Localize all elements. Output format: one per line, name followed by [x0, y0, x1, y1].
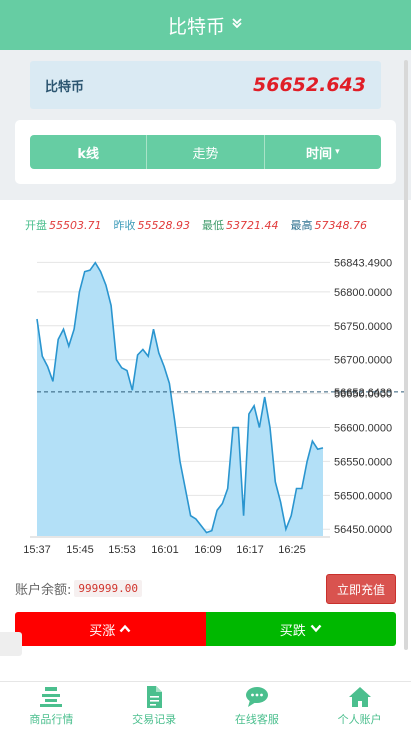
balance-amount: 999999.00 [74, 580, 142, 597]
stat-high: 最高 57348.76 [291, 217, 368, 233]
nav-market-label: 商品行情 [29, 713, 74, 726]
nav-account-label: 个人账户 [337, 713, 382, 726]
page-title[interactable]: 比特币 [167, 15, 225, 38]
x-tick-label: 16:01 [151, 544, 179, 556]
y-tick-label: 56550.0000 [334, 456, 392, 468]
tab-time-label: 时间 [306, 146, 333, 162]
y-tick-label: 56750.0000 [334, 321, 392, 333]
balance-label: 账户余额: [15, 583, 72, 598]
buy-up-label: 买涨 [89, 623, 116, 639]
price-line [36, 261, 324, 534]
account-balance: 账户余额: 999999.00 [15, 579, 142, 598]
buy-down-button[interactable]: 买跌 [205, 612, 396, 646]
side-tab[interactable] [0, 632, 22, 656]
y-tick-label: 56450.0000 [334, 524, 392, 536]
x-tick-label: 15:53 [108, 544, 136, 556]
app-header[interactable]: 比特币 [0, 0, 411, 50]
x-tick-label: 16:17 [236, 544, 264, 556]
market-icon [40, 687, 63, 707]
stat-open-value: 55503.71 [49, 219, 102, 232]
y-tick-label: 56843.4900 [334, 257, 392, 269]
nav-account[interactable]: 个人账户 [308, 682, 411, 731]
x-tick-label: 15:37 [23, 544, 51, 556]
stat-open-label: 开盘 [25, 219, 47, 232]
chevron-down-icon [310, 623, 322, 636]
stat-low-label: 最低 [202, 219, 224, 232]
chart-svg[interactable]: 56843.4900 56800.0000 56750.0000 56700.0000… [0, 245, 411, 560]
x-tick-label: 15:45 [66, 544, 94, 556]
nav-market[interactable]: 商品行情 [0, 682, 103, 731]
document-icon [147, 686, 163, 708]
scrollbar[interactable] [404, 60, 408, 650]
stat-prev-value: 55528.93 [137, 219, 191, 232]
nav-support[interactable]: 在线客服 [206, 682, 309, 731]
buy-down-label: 买跌 [279, 623, 306, 639]
nav-records[interactable]: 交易记录 [103, 682, 206, 731]
tab-kline[interactable]: k线 [30, 135, 148, 169]
y-tick-label: 56600.0000 [334, 423, 392, 435]
buy-up-button[interactable]: 买涨 [15, 612, 206, 646]
chat-icon [245, 687, 268, 707]
stat-open: 开盘 55503.71 [25, 217, 102, 233]
recharge-button[interactable]: 立即充值 [326, 574, 396, 604]
stat-high-value: 57348.76 [314, 219, 368, 232]
nav-support-label: 在线客服 [234, 713, 279, 726]
price-area [37, 262, 323, 536]
current-price: 56652.643 [253, 74, 366, 96]
tab-card: k线 走势 时间 ▾ [15, 120, 396, 184]
tab-kline-label: k线 [77, 146, 99, 162]
y-tick-label: 56800.0000 [334, 287, 392, 299]
x-tick-label: 16:09 [194, 544, 222, 556]
tab-trend-label: 走势 [192, 146, 219, 162]
price-chart[interactable]: 56843.4900 56800.0000 56750.0000 56700.0000… [0, 245, 411, 560]
price-box: 比特币 56652.643 [30, 61, 381, 109]
stat-high-label: 最高 [290, 219, 313, 232]
price-stats: 开盘 55503.71 昨收 55528.93 最低 53721.44 最高 57348… [25, 217, 405, 233]
y-tick-label: 56500.0000 [334, 490, 392, 502]
stat-low-value: 53721.44 [226, 219, 279, 232]
chevron-double-down-icon[interactable] [231, 17, 243, 33]
chevron-up-icon [119, 623, 131, 636]
home-icon [348, 687, 371, 707]
stat-prev-label: 昨收 [113, 219, 136, 232]
coin-name: 比特币 [45, 79, 85, 95]
caret-down-icon: ▾ [335, 147, 340, 157]
y-tick-label: 56700.0000 [334, 355, 392, 367]
nav-records-label: 交易记录 [132, 713, 177, 726]
tab-trend[interactable]: 走势 [147, 135, 265, 169]
stat-low: 最低 53721.44 [202, 217, 279, 233]
current-price-label: 56652.6430 [334, 387, 392, 399]
trade-buttons: 买涨 买跌 [15, 612, 396, 646]
x-tick-label: 16:25 [278, 544, 306, 556]
bottom-nav: 商品行情 交易记录 在线客服 个人账户 [0, 681, 411, 731]
stat-prev: 昨收 55528.93 [114, 217, 191, 233]
tab-time[interactable]: 时间 ▾ [264, 135, 381, 169]
chart-tabs: k线 走势 时间 ▾ [30, 135, 381, 169]
